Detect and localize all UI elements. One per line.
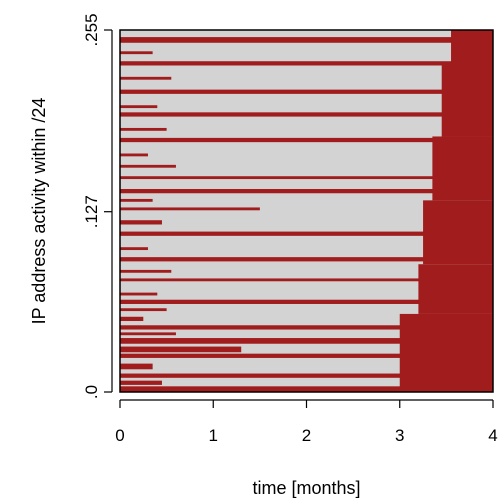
activity-block: [441, 65, 493, 137]
activity-block: [399, 313, 493, 392]
activity-block: [423, 200, 493, 265]
activity-block: [120, 380, 162, 385]
x-axis: 0 1 2 3 4: [115, 399, 498, 445]
y-tick-label: .0: [82, 385, 101, 399]
activity-block: [120, 353, 493, 358]
activity-block: [120, 220, 162, 225]
activity-block: [120, 105, 158, 109]
x-tick-label: 3: [395, 426, 404, 445]
activity-block: [120, 89, 493, 94]
activity-block: [120, 386, 493, 392]
activity-block: [120, 153, 148, 157]
activity-block: [120, 257, 493, 262]
activity-block: [120, 299, 493, 304]
activity-block: [120, 363, 153, 370]
activity-block: [120, 338, 493, 344]
activity-block: [120, 164, 176, 168]
x-axis-title: time [months]: [252, 478, 360, 498]
activity-block: [120, 332, 176, 336]
activity-block: [120, 188, 493, 194]
y-axis: .0 .127 .255: [82, 13, 113, 399]
activity-block: [120, 292, 158, 296]
plot-area: [119, 29, 494, 393]
activity-block: [120, 76, 172, 80]
activity-block: [120, 61, 493, 66]
activity-block: [418, 264, 493, 314]
x-tick-label: 4: [488, 426, 497, 445]
x-tick-label: 0: [115, 426, 124, 445]
activity-block: [120, 176, 493, 180]
activity-block: [120, 247, 148, 251]
activity-block: [120, 231, 493, 236]
x-tick-label: 1: [209, 426, 218, 445]
y-tick-label: .127: [82, 195, 101, 228]
activity-block: [120, 308, 167, 312]
activity-block: [120, 198, 153, 202]
activity-block: [120, 51, 153, 55]
activity-block: [120, 325, 493, 330]
y-axis-title: IP address activity within /24: [29, 98, 49, 325]
activity-block: [120, 346, 242, 353]
activity-block: [120, 278, 493, 282]
activity-block: [120, 127, 167, 131]
plot-frame: [119, 29, 494, 393]
activity-block: [120, 269, 172, 273]
activity-block: [120, 207, 260, 211]
activity-block: [120, 373, 493, 378]
activity-block: [120, 112, 493, 117]
activity-marks: [120, 30, 493, 392]
activity-block: [120, 37, 493, 43]
activity-block: [451, 30, 493, 66]
x-tick-label: 2: [302, 426, 311, 445]
activity-block: [120, 137, 493, 143]
y-tick-label: .255: [82, 13, 101, 46]
activity-block: [432, 136, 493, 201]
activity-block: [120, 316, 144, 322]
